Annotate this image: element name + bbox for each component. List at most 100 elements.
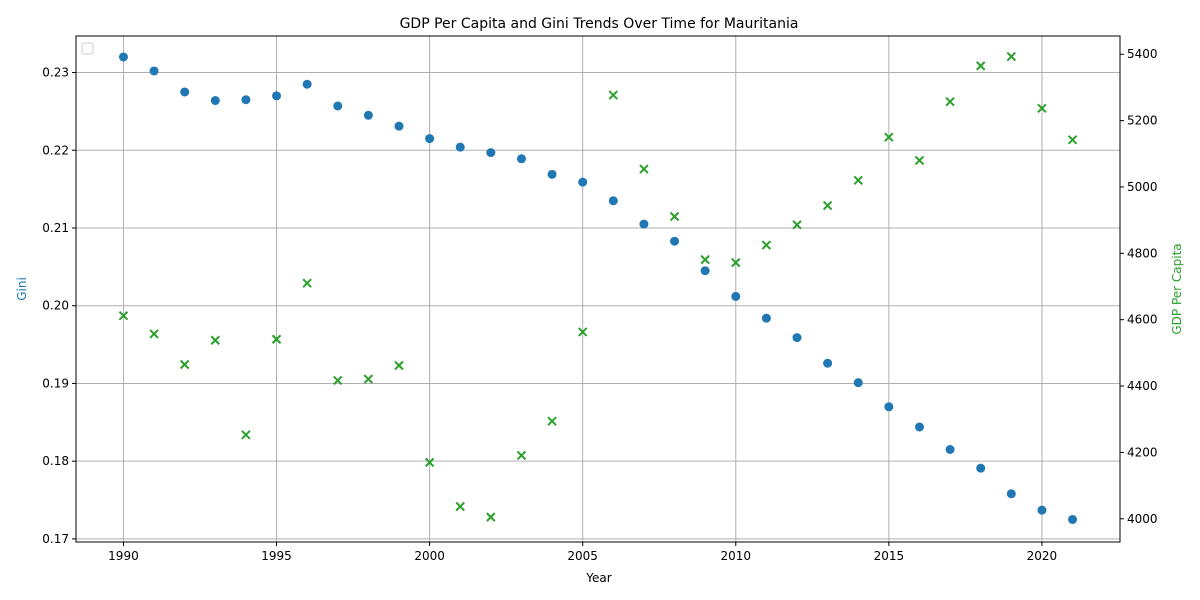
gdp-point [210, 335, 221, 345]
right-y-tick-label: 4200 [1127, 445, 1158, 459]
gdp-point [149, 329, 159, 339]
right-y-tick-label: 5000 [1127, 180, 1158, 194]
x-tick-label: 2015 [874, 549, 905, 563]
gdp-point [608, 90, 619, 100]
gini-point [118, 52, 128, 62]
gini-point [608, 196, 618, 206]
right-y-tick-label: 4000 [1127, 512, 1158, 526]
grid [76, 36, 1120, 542]
left-y-tick-label: 0.20 [42, 299, 69, 313]
x-tick-label: 1990 [108, 549, 139, 563]
right-y-axis-ticks: 4000 4200 4400 4600 4800 5000 5200 5400 [1120, 47, 1158, 526]
gdp-series [118, 51, 1078, 522]
plot-frame [75, 35, 1121, 543]
gini-point [455, 142, 465, 152]
gini-point [547, 169, 557, 179]
left-y-tick-label: 0.19 [42, 376, 69, 390]
gdp-point [639, 164, 649, 174]
gini-point [210, 96, 220, 106]
x-tick-label: 2020 [1027, 549, 1058, 563]
gdp-point [118, 311, 129, 321]
gini-point [1068, 514, 1078, 524]
legend-box [81, 42, 94, 55]
gini-point [180, 87, 190, 97]
gini-point [333, 101, 343, 111]
left-y-axis-label: Gini [15, 277, 29, 301]
gdp-point [669, 211, 680, 222]
left-y-tick-label: 0.22 [42, 143, 69, 157]
x-tick-label: 1995 [261, 549, 292, 563]
gini-point [363, 110, 373, 120]
gini-point [884, 402, 894, 412]
gini-point [272, 91, 282, 101]
gini-point [670, 236, 680, 246]
gdp-point [792, 220, 802, 230]
gini-point [1037, 505, 1047, 515]
right-y-tick-label: 5200 [1127, 114, 1158, 128]
gini-point [761, 313, 771, 323]
gini-point [853, 378, 863, 388]
gdp-point [914, 155, 925, 166]
right-y-tick-label: 4600 [1127, 313, 1158, 327]
gini-point [578, 177, 588, 187]
x-tick-label: 2005 [567, 549, 598, 563]
gini-point [394, 121, 404, 131]
right-y-tick-label: 5400 [1127, 47, 1158, 61]
gdp-point [761, 240, 772, 250]
right-y-tick-label: 4800 [1127, 246, 1158, 260]
gdp-point [547, 416, 557, 426]
gdp-point [516, 450, 527, 461]
gini-series [118, 52, 1078, 524]
gini-point [516, 154, 526, 164]
gini-point [425, 134, 435, 144]
gini-point [976, 463, 986, 473]
gdp-point [271, 334, 282, 344]
gini-point [486, 148, 496, 158]
gdp-point [241, 430, 251, 440]
x-axis-ticks: 1990 1995 2000 2005 2010 2015 2020 [108, 542, 1057, 563]
chart-title: GDP Per Capita and Gini Trends Over Time… [400, 16, 799, 32]
gdp-point [1006, 51, 1017, 62]
gdp-point [455, 501, 465, 512]
x-tick-label: 2010 [720, 549, 751, 563]
gdp-point [363, 374, 374, 384]
gdp-point [853, 175, 863, 186]
right-y-axis-label: GDP Per Capita [1170, 243, 1184, 334]
gini-point [731, 291, 741, 301]
gdp-point [302, 278, 312, 288]
gdp-point [179, 359, 190, 370]
left-y-tick-label: 0.23 [42, 66, 69, 80]
gdp-point [1067, 135, 1078, 145]
left-y-tick-label: 0.18 [42, 454, 69, 468]
left-y-tick-label: 0.17 [42, 532, 69, 546]
gini-point [914, 422, 924, 432]
gini-point [700, 266, 710, 276]
left-y-tick-label: 0.21 [42, 221, 69, 235]
gdp-point [486, 512, 496, 522]
x-tick-label: 2000 [414, 549, 445, 563]
gdp-point [1037, 103, 1047, 114]
gini-point [639, 219, 649, 229]
gini-point [823, 358, 833, 368]
gini-point [945, 445, 955, 455]
gdp-point [394, 360, 404, 371]
gdp-point [577, 327, 588, 337]
gini-point [792, 333, 802, 343]
gdp-point [700, 254, 710, 265]
gdp-point [975, 61, 986, 71]
gdp-point [945, 96, 955, 107]
gdp-point [333, 375, 343, 386]
gdp-point [884, 132, 894, 142]
gdp-point [822, 200, 833, 211]
right-y-tick-label: 4400 [1127, 379, 1158, 393]
x-axis-label: Year [585, 571, 611, 585]
gini-point [149, 66, 159, 76]
gini-point [1006, 489, 1016, 499]
left-y-axis-ticks: 0.17 0.18 0.19 0.20 0.21 0.22 0.23 [42, 66, 76, 546]
gdp-point [731, 257, 741, 268]
gini-point [302, 79, 312, 89]
gini-point [241, 95, 251, 105]
gdp-point [424, 457, 435, 468]
